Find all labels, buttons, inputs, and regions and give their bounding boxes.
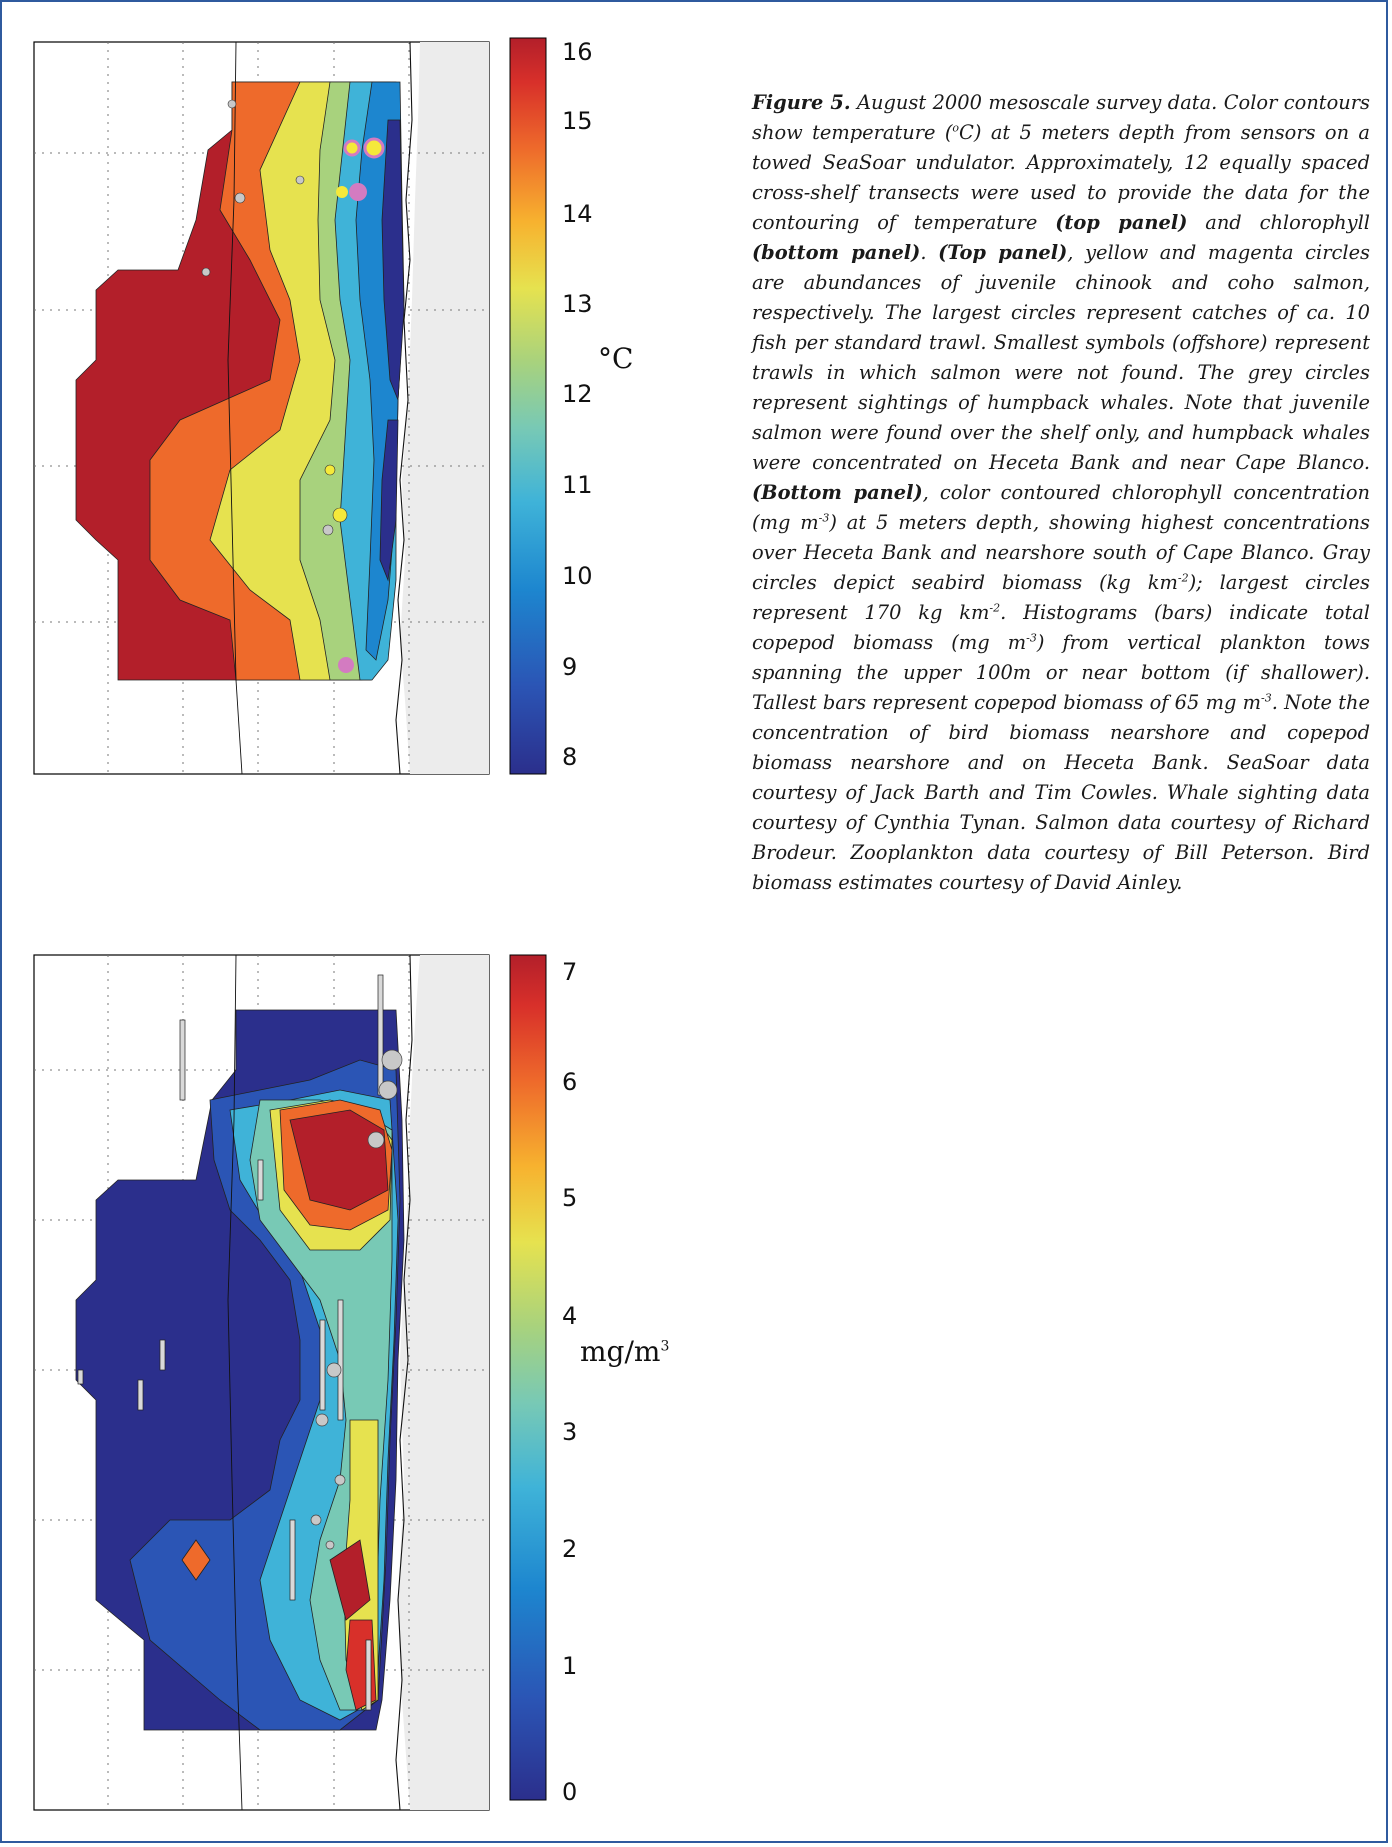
caption-text: ); largest circles represent 170 kg km [752,571,1370,624]
seabird-biomass-circles [310,1049,403,1550]
temperature-tick-12: 12 [562,380,593,408]
chlorophyll-tick-5: 5 [562,1184,578,1212]
chlorophyll-tick-6: 6 [562,1068,578,1096]
temperature-tick-10: 10 [562,562,593,590]
temperature-map-panel [33,37,547,775]
temperature-tick-14: 14 [562,200,593,228]
chlorophyll-unit-superscript: 3 [660,1338,670,1355]
chlorophyll-unit-label: mg/m3 [580,1335,669,1368]
chlorophyll-tick-1: 1 [562,1652,578,1680]
caption-bold: (top panel) [1055,211,1188,234]
salmon-whale-symbols [201,99,385,673]
chlorophyll-unit-base: mg/m [580,1335,661,1368]
coastline [395,41,413,775]
caption-superscript: -3 [818,511,830,525]
caption-bold: (bottom panel) [752,241,921,264]
caption-superscript: -3 [1026,631,1037,645]
bathymetry-line [227,954,243,1811]
figure-caption: Figure 5. August 2000 mesoscale survey d… [752,88,1370,898]
bathymetry-line [227,41,243,775]
chlorophyll-contours [75,1009,405,1731]
chlorophyll-tick-3: 3 [562,1418,578,1446]
land-mass [398,955,489,1810]
temperature-tick-15: 15 [562,107,593,135]
temperature-contours [75,81,405,681]
caption-text: ) at 5 meters depth, showing highest con… [752,511,1370,594]
caption-text: and chlorophyll [1187,211,1371,234]
caption-text: ) from vertical plankton tows spanning t… [752,631,1370,714]
caption-superscript: -3 [1261,691,1272,705]
temperature-tick-13: 13 [562,290,593,318]
figure-label: Figure 5. [752,91,851,114]
chlorophyll-tick-7: 7 [562,958,578,986]
caption-text: , yellow and magenta circles are abundan… [752,241,1370,474]
temperature-tick-11: 11 [562,471,593,499]
land-mass [400,42,489,774]
temperature-colorbar [509,37,547,775]
chlorophyll-tick-4: 4 [562,1302,578,1330]
temperature-tick-16: 16 [562,38,593,66]
chlorophyll-colorbar [509,954,547,1801]
caption-text: . Note the concentration of bird biomass… [752,691,1370,894]
caption-superscript: o [952,121,960,135]
chlorophyll-tick-0: 0 [562,1778,578,1806]
temperature-tick-8: 8 [562,743,578,771]
temperature-unit-label: °C [598,342,634,375]
caption-text: August 2000 mesoscale survey data. Color… [752,91,1370,144]
caption-superscript: -2 [1177,571,1189,585]
temperature-tick-9: 9 [562,653,578,681]
caption-text: . Histograms (bars) indicate total copep… [752,601,1370,654]
coastline [395,954,413,1811]
caption-text: C) at 5 meters depth from sensors on a t… [752,121,1370,234]
chlorophyll-map-panel [33,954,547,1811]
caption-bold: (Bottom panel) [752,481,923,504]
caption-text: . [920,241,939,264]
chlorophyll-tick-2: 2 [562,1535,578,1563]
caption-text: , color contoured chlorophyll concentrat… [752,481,1370,534]
caption-superscript: -2 [989,601,1001,615]
copepod-bars [77,974,384,1711]
caption-bold: (Top panel) [938,241,1068,264]
